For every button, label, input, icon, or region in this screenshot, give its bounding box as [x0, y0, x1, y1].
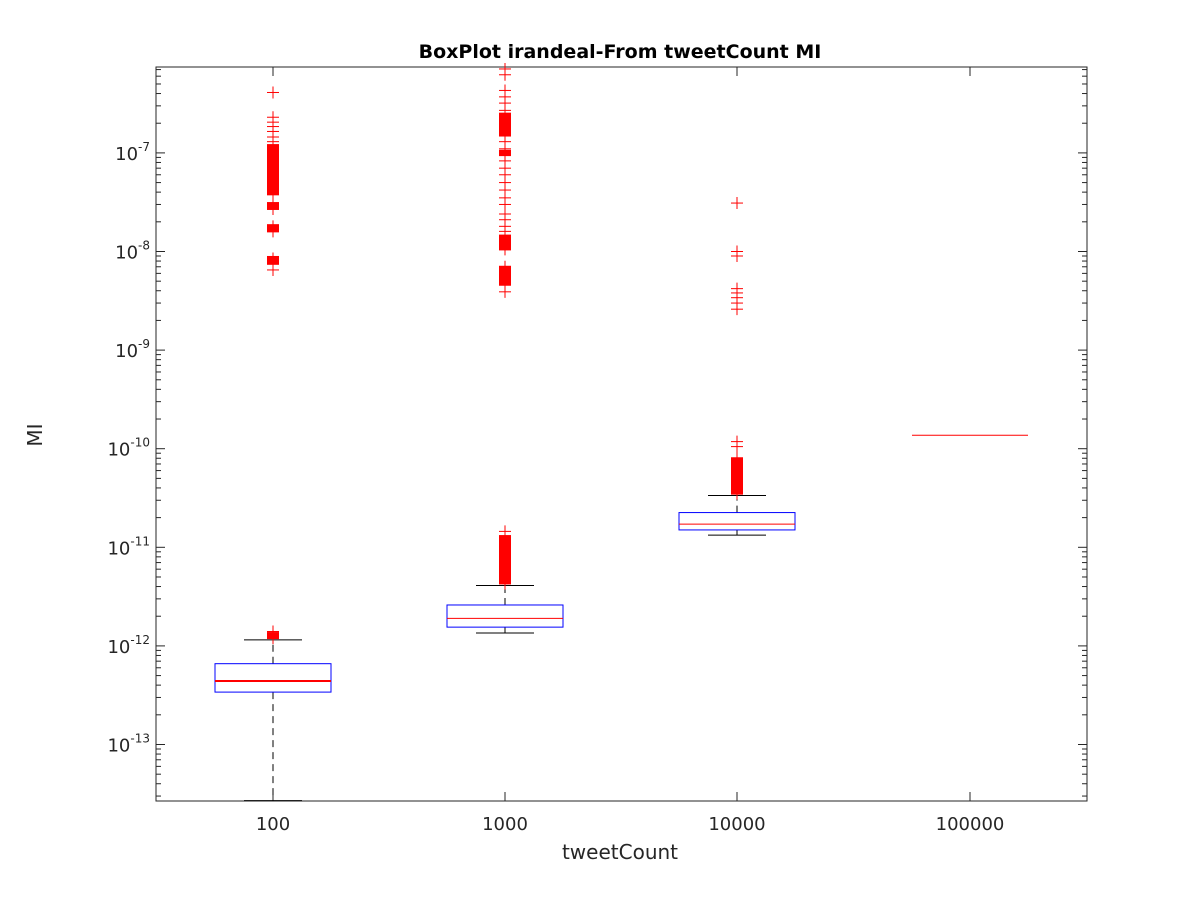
- outlier-cluster: [499, 234, 511, 251]
- outlier-cluster: [499, 149, 511, 157]
- outlier-marker: [731, 435, 743, 448]
- box-series: [214, 62, 1028, 802]
- outlier-marker: [731, 197, 743, 210]
- x-tick-label: 1000: [482, 814, 528, 835]
- y-tick-label: 10-11: [107, 534, 150, 559]
- plot-area: [155, 66, 1088, 802]
- outlier-cluster: [267, 202, 279, 210]
- x-axis-ticks: 100 1000 10000 100000: [256, 67, 1005, 835]
- x-tick-label: 100: [256, 814, 290, 835]
- outlier-marker: [731, 245, 743, 258]
- outlier-marker: [731, 282, 743, 295]
- x-axis-label: tweetCount: [562, 840, 678, 864]
- y-axis-ticks: 10-13 10-12 10-11 10-10 10-9 10-8 10-7: [107, 69, 1087, 797]
- y-tick-label: 10-8: [115, 239, 150, 264]
- outlier-cluster: [267, 255, 279, 265]
- outlier-cluster: [731, 457, 743, 495]
- outlier-cluster: [499, 535, 511, 585]
- y-tick-label: 10-10: [107, 436, 150, 461]
- y-tick-label: 10-9: [115, 337, 150, 362]
- outlier-cluster: [499, 265, 511, 286]
- iqr-box: [678, 512, 796, 531]
- outlier-marker: [499, 62, 511, 75]
- chart-title: BoxPlot irandeal-From tweetCount MI: [419, 41, 822, 63]
- outlier-marker: [267, 111, 279, 124]
- iqr-box: [214, 663, 332, 693]
- outlier-cluster: [267, 224, 279, 233]
- iqr-box: [446, 604, 564, 628]
- outlier-marker: [267, 86, 279, 99]
- outlier-cluster: [499, 112, 511, 137]
- y-tick-label: 10-12: [107, 633, 150, 658]
- plot-frame: [155, 66, 1088, 802]
- y-axis-label: MI: [23, 423, 47, 446]
- outlier-cluster: [267, 144, 279, 196]
- outlier-cluster: [267, 632, 279, 640]
- outlier-marker: [499, 84, 511, 97]
- x-tick-label: 10000: [708, 814, 765, 835]
- x-tick-label: 100000: [936, 814, 1005, 835]
- y-tick-label: 10-13: [107, 732, 150, 757]
- y-tick-label: 10-7: [115, 140, 150, 165]
